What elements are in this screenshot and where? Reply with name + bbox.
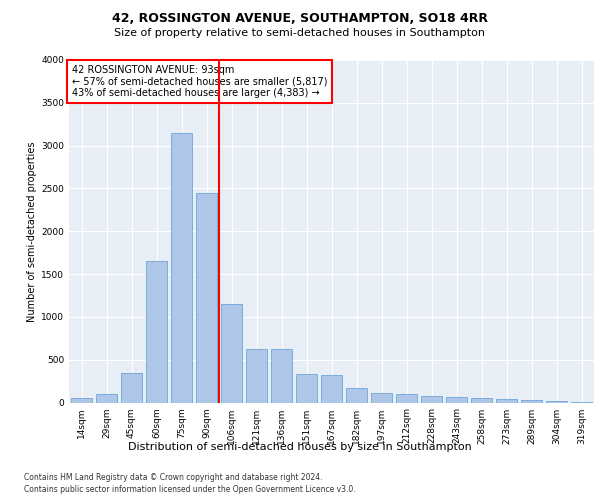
Bar (471, 398, 492, 402)
Bar (146, 261, 167, 402)
Bar (371, 393, 392, 402)
Bar (246, 350, 267, 403)
Bar (396, 394, 417, 402)
Bar (546, 401, 567, 402)
Bar (171, 133, 192, 402)
Text: Contains HM Land Registry data © Crown copyright and database right 2024.: Contains HM Land Registry data © Crown c… (24, 472, 323, 482)
Bar (421, 396, 442, 402)
Bar (196, 192, 217, 402)
Bar (496, 399, 517, 402)
Bar (221, 304, 242, 402)
Bar (346, 388, 367, 402)
Text: Size of property relative to semi-detached houses in Southampton: Size of property relative to semi-detach… (115, 28, 485, 38)
Text: Contains public sector information licensed under the Open Government Licence v3: Contains public sector information licen… (24, 485, 356, 494)
Y-axis label: Number of semi-detached properties: Number of semi-detached properties (27, 141, 37, 322)
Bar (271, 350, 292, 403)
Text: 42 ROSSINGTON AVENUE: 93sqm
← 57% of semi-detached houses are smaller (5,817)
43: 42 ROSSINGTON AVENUE: 93sqm ← 57% of sem… (71, 65, 327, 98)
Bar (121, 372, 142, 402)
Text: Distribution of semi-detached houses by size in Southampton: Distribution of semi-detached houses by … (128, 442, 472, 452)
Text: 42, ROSSINGTON AVENUE, SOUTHAMPTON, SO18 4RR: 42, ROSSINGTON AVENUE, SOUTHAMPTON, SO18… (112, 12, 488, 26)
Bar (96, 394, 117, 402)
Bar (296, 374, 317, 402)
Bar (71, 398, 92, 402)
Bar (521, 400, 542, 402)
Bar (446, 396, 467, 402)
Bar (321, 375, 342, 402)
